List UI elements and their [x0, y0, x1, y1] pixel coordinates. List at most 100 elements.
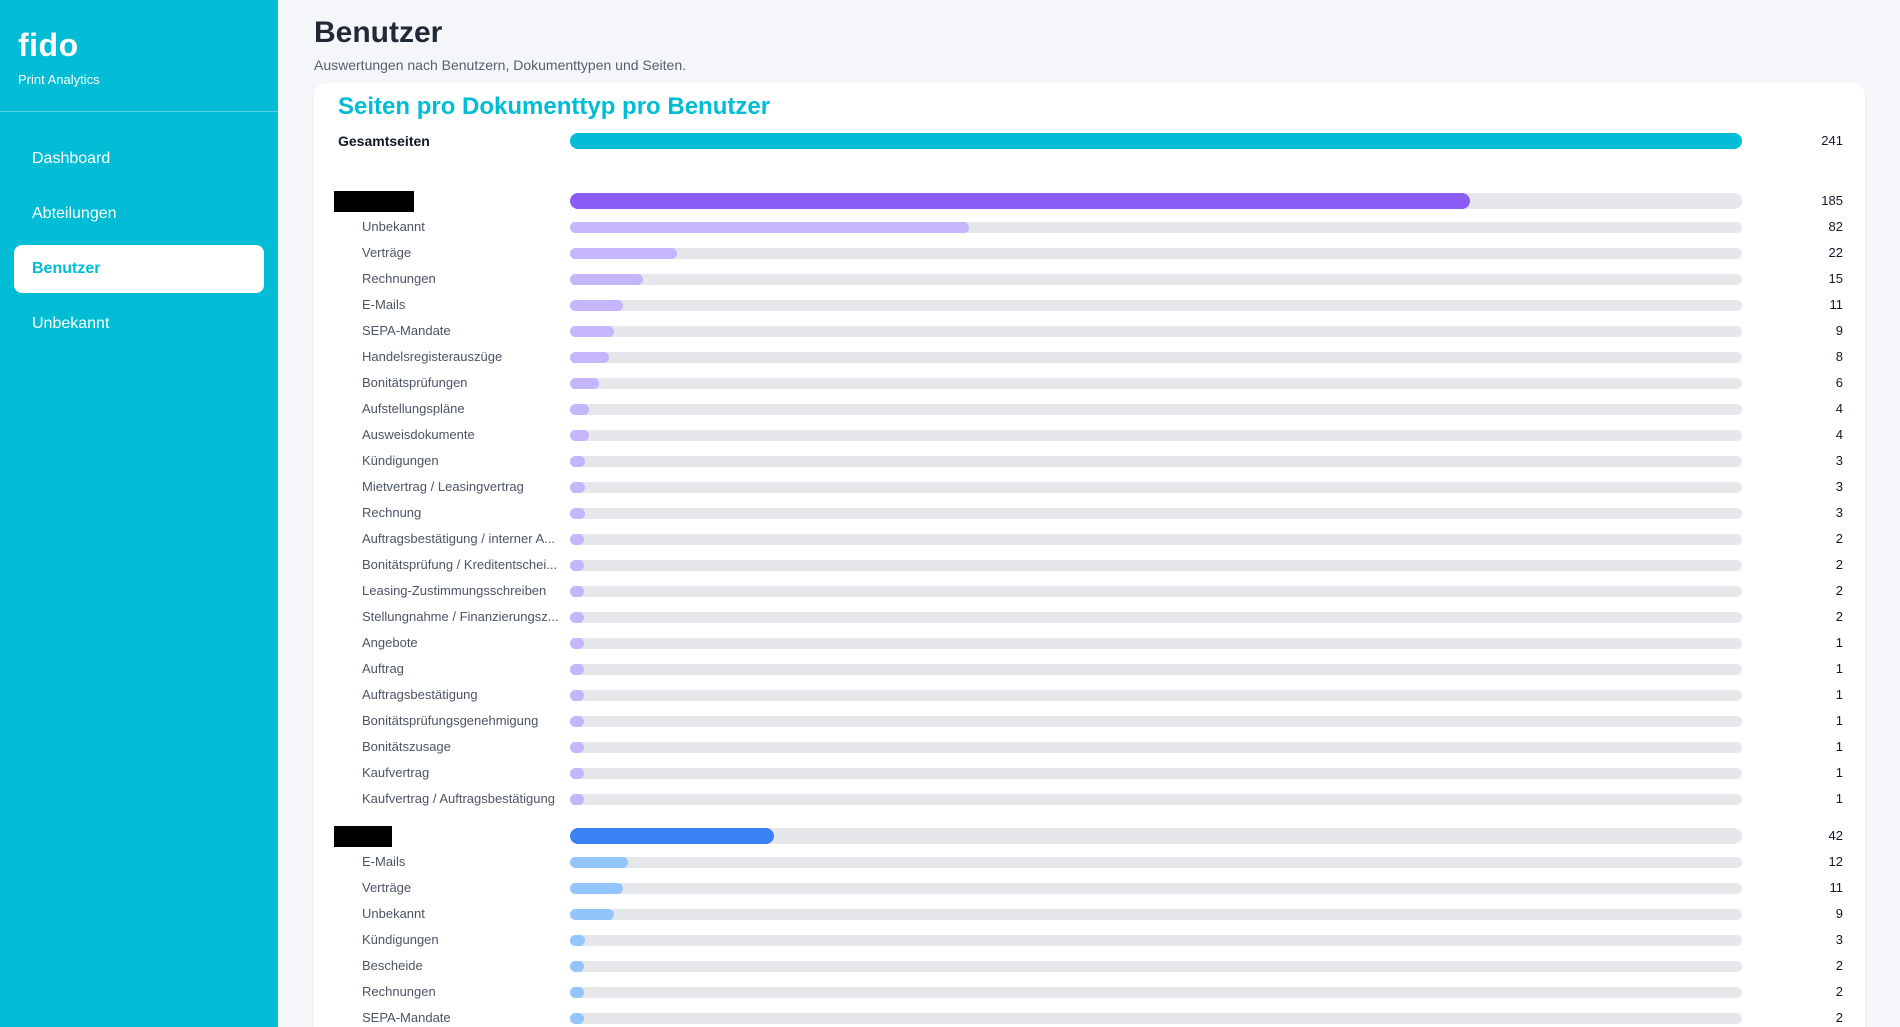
doctype-pages-value: 15 — [1828, 271, 1843, 286]
user-pages-value: 185 — [1821, 193, 1843, 208]
doctype-bar — [570, 456, 585, 467]
doctype-bar — [570, 508, 585, 519]
doctype-pages-value: 2 — [1835, 1010, 1843, 1025]
doctype-pages-value: 3 — [1835, 932, 1843, 947]
doctype-row: E-Mails 12 — [314, 851, 1865, 873]
doctype-row: Aufstellungspläne 4 — [314, 398, 1865, 420]
doctype-row: Kaufvertrag 1 — [314, 762, 1865, 784]
doctype-label: Bonitätszusage — [362, 739, 451, 754]
doctype-row: E-Mails 11 — [314, 294, 1865, 316]
doctype-row: Kündigungen 3 — [314, 450, 1865, 472]
doctype-bar-track — [570, 883, 1742, 894]
doctype-label: Unbekannt — [362, 906, 425, 921]
doctype-pages-value: 1 — [1835, 635, 1843, 650]
page-subtitle: Auswertungen nach Benutzern, Dokumenttyp… — [314, 57, 687, 73]
doctype-bar-track — [570, 534, 1742, 545]
doctype-bar — [570, 612, 584, 623]
doctype-label: Rechnung — [362, 505, 422, 520]
doctype-label: E-Mails — [362, 854, 406, 869]
doctype-bar — [570, 768, 584, 779]
doctype-label: Verträge — [362, 245, 412, 260]
doctype-pages-value: 2 — [1835, 557, 1843, 572]
doctype-pages-value: 12 — [1828, 854, 1843, 869]
doctype-pages-value: 3 — [1835, 505, 1843, 520]
brand: fido Print Analytics — [0, 0, 278, 112]
doctype-bar-track — [570, 300, 1742, 311]
doctype-label: Kündigungen — [362, 932, 439, 947]
doctype-label: Bonitätsprüfung / Kreditentschei... — [362, 557, 558, 572]
doctype-label: Auftragsbestätigung — [362, 687, 478, 702]
doctype-pages-value: 82 — [1828, 219, 1843, 234]
doctype-bar-track — [570, 482, 1742, 493]
doctype-label: Auftragsbestätigung / interner A... — [362, 531, 555, 546]
sidebar-item-dashboard[interactable]: Dashboard — [32, 150, 111, 167]
sidebar-item-benutzer[interactable]: Benutzer — [14, 245, 264, 293]
total-pages-label: Gesamtseiten — [338, 133, 430, 149]
doctype-row: Rechnung 3 — [314, 502, 1865, 524]
brand-subtitle: Print Analytics — [18, 72, 100, 87]
doctype-pages-value: 1 — [1835, 713, 1843, 728]
doctype-bar — [570, 794, 584, 805]
doctype-pages-value: 1 — [1835, 739, 1843, 754]
doctype-bar — [570, 378, 600, 389]
doctype-row: Auftrag 1 — [314, 658, 1865, 680]
doctype-pages-value: 2 — [1835, 958, 1843, 973]
doctype-bar — [570, 326, 614, 337]
doctype-bar — [570, 883, 624, 894]
doctype-bar-track — [570, 742, 1742, 753]
doctype-bar — [570, 690, 584, 701]
doctype-bar — [570, 430, 590, 441]
doctype-pages-value: 6 — [1835, 375, 1843, 390]
doctype-pages-value: 9 — [1835, 906, 1843, 921]
doctype-row: Bonitätsprüfungsgenehmigung 1 — [314, 710, 1865, 732]
doctype-bar-track — [570, 638, 1742, 649]
sidebar-item-abteilungen[interactable]: Abteilungen — [32, 205, 117, 222]
doctype-row: SEPA-Mandate 2 — [314, 1007, 1865, 1027]
doctype-bar — [570, 274, 643, 285]
doctype-pages-value: 22 — [1828, 245, 1843, 260]
doctype-label: Auftrag — [362, 661, 404, 676]
doctype-label: Ausweisdokumente — [362, 427, 475, 442]
doctype-label: Kaufvertrag / Auftragsbestätigung — [362, 791, 555, 806]
brand-logo: fido — [18, 27, 79, 63]
card-title: Seiten pro Dokumenttyp pro Benutzer — [338, 93, 771, 120]
doctype-row: Stellungnahme / Finanzierungsz... 2 — [314, 606, 1865, 628]
doctype-row: Kaufvertrag / Auftragsbestätigung 1 — [314, 788, 1865, 810]
doctype-bar-track — [570, 222, 1742, 233]
user-bar-track — [570, 828, 1742, 844]
user-row: 185 — [314, 190, 1865, 212]
doctype-label: Unbekannt — [362, 219, 425, 234]
doctype-bar-track — [570, 987, 1742, 998]
doctype-bar — [570, 222, 969, 233]
doctype-bar — [570, 248, 677, 259]
doctype-bar — [570, 857, 629, 868]
doctype-pages-value: 1 — [1835, 791, 1843, 806]
doctype-label: Angebote — [362, 635, 418, 650]
doctype-pages-value: 2 — [1835, 609, 1843, 624]
doctype-row: Unbekannt 82 — [314, 216, 1865, 238]
doctype-bar-track — [570, 404, 1742, 415]
doctype-row: Handelsregisterauszüge 8 — [314, 346, 1865, 368]
doctype-bar-track — [570, 378, 1742, 389]
doctype-bar-track — [570, 909, 1742, 920]
doctype-bar — [570, 961, 584, 972]
doctype-bar-track — [570, 612, 1742, 623]
doctype-bar — [570, 664, 584, 675]
user-bar — [570, 193, 1470, 209]
doctype-row: Bonitätsprüfung / Kreditentschei... 2 — [314, 554, 1865, 576]
doctype-bar-track — [570, 961, 1742, 972]
sidebar-item-unbekannt[interactable]: Unbekannt — [32, 315, 110, 332]
doctype-pages-value: 4 — [1835, 401, 1843, 416]
doctype-row: Bescheide 2 — [314, 955, 1865, 977]
doctype-label: Mietvertrag / Leasingvertrag — [362, 479, 524, 494]
doctype-label: Bonitätsprüfungsgenehmigung — [362, 713, 539, 728]
doctype-row: Rechnungen 15 — [314, 268, 1865, 290]
user-pages-value: 42 — [1828, 828, 1843, 843]
doctype-label: SEPA-Mandate — [362, 1010, 451, 1025]
doctype-bar — [570, 987, 584, 998]
doctype-row: Bonitätsprüfungen 6 — [314, 372, 1865, 394]
doctype-row: SEPA-Mandate 9 — [314, 320, 1865, 342]
doctype-label: Verträge — [362, 880, 412, 895]
doctype-pages-value: 9 — [1835, 323, 1843, 338]
doctype-bar-track — [570, 430, 1742, 441]
